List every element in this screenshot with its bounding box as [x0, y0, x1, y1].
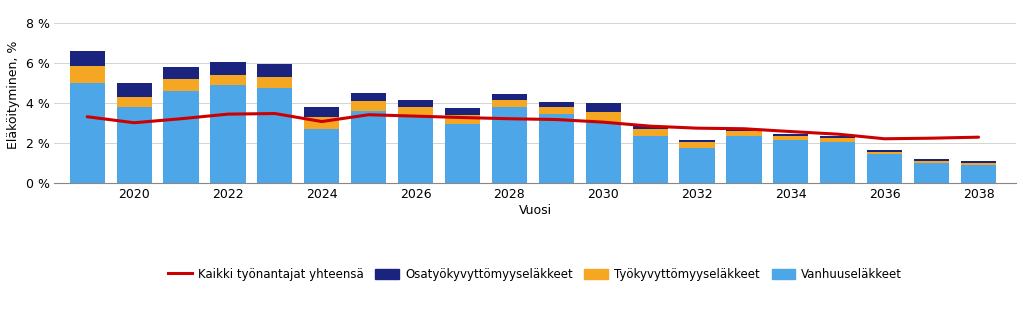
Bar [773, 136, 808, 140]
Bar [820, 136, 855, 138]
Y-axis label: Eläköityminen, %: Eläköityminen, % [7, 41, 19, 149]
Bar [914, 163, 949, 183]
Bar [351, 93, 387, 101]
Bar [492, 100, 527, 107]
Bar [585, 112, 621, 123]
Bar [726, 136, 761, 183]
Bar [679, 148, 715, 183]
Bar [679, 140, 715, 142]
Bar [117, 83, 151, 97]
Bar [773, 140, 808, 183]
Bar [304, 107, 340, 117]
Bar [914, 161, 949, 163]
Bar [211, 62, 246, 75]
Bar [257, 77, 293, 88]
Bar [820, 142, 855, 183]
Bar [351, 111, 387, 183]
Bar [164, 91, 198, 183]
Bar [492, 94, 527, 100]
Bar [868, 150, 902, 152]
Legend: Kaikki työnantajat yhteensä, Osatyökyvyttömyyseläkkeet, Työkyvyttömyyseläkkeet, : Kaikki työnantajat yhteensä, Osatyökyvyt… [164, 263, 906, 286]
Bar [445, 115, 480, 124]
Bar [632, 126, 668, 129]
Bar [211, 85, 246, 183]
Bar [211, 75, 246, 85]
X-axis label: Vuosi: Vuosi [519, 204, 551, 217]
Bar [914, 159, 949, 161]
Bar [164, 67, 198, 79]
Bar [585, 123, 621, 183]
Bar [164, 79, 198, 91]
Bar [445, 124, 480, 183]
Bar [726, 129, 761, 131]
Bar [117, 107, 151, 183]
Bar [868, 152, 902, 154]
Bar [632, 136, 668, 183]
Bar [961, 165, 996, 183]
Bar [257, 64, 293, 77]
Bar [820, 138, 855, 142]
Bar [679, 142, 715, 148]
Bar [398, 117, 433, 183]
Bar [70, 66, 104, 83]
Bar [585, 103, 621, 112]
Bar [398, 100, 433, 107]
Bar [868, 154, 902, 183]
Bar [304, 117, 340, 129]
Bar [257, 88, 293, 183]
Bar [70, 51, 104, 66]
Bar [773, 134, 808, 136]
Bar [539, 114, 574, 183]
Bar [70, 83, 104, 183]
Bar [304, 129, 340, 183]
Bar [117, 97, 151, 107]
Bar [492, 107, 527, 183]
Bar [445, 108, 480, 115]
Bar [961, 163, 996, 165]
Bar [961, 161, 996, 163]
Bar [726, 131, 761, 136]
Bar [398, 107, 433, 117]
Bar [539, 107, 574, 114]
Bar [351, 101, 387, 111]
Bar [632, 129, 668, 136]
Bar [539, 102, 574, 107]
